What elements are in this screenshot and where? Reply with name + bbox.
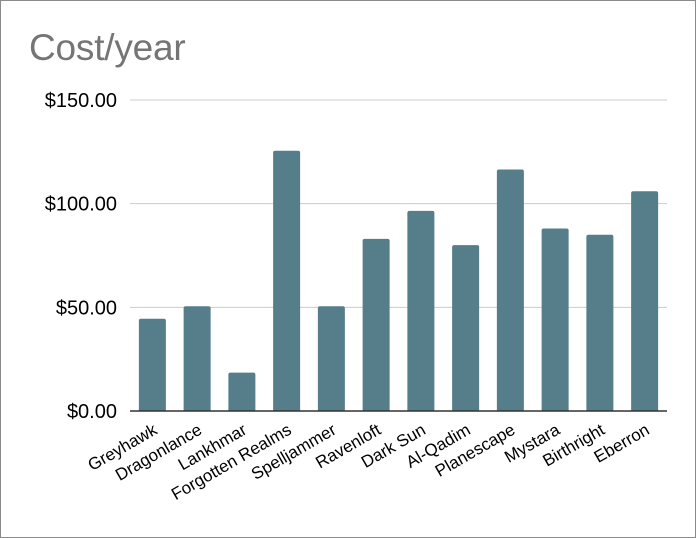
- bar: [407, 210, 435, 411]
- bar: [138, 318, 166, 411]
- y-tick-label: $50.00: [56, 297, 117, 319]
- bars: [138, 150, 659, 411]
- bar: [183, 306, 211, 411]
- y-tick-label: $0.00: [67, 401, 117, 423]
- y-axis-tick-labels: $0.00 $50.00 $100.00 $150.00: [45, 90, 117, 423]
- bar: [317, 306, 345, 411]
- bar: [452, 245, 480, 411]
- bar: [631, 191, 659, 411]
- gridlines: [130, 99, 667, 308]
- y-tick-label: $100.00: [45, 194, 117, 216]
- y-tick-label: $150.00: [45, 90, 117, 112]
- bar: [228, 372, 256, 411]
- bar: [586, 234, 614, 411]
- bar: [273, 150, 301, 411]
- bar: [496, 169, 524, 411]
- bar: [541, 228, 569, 411]
- chart-title: Cost/year: [29, 27, 186, 68]
- bar: [362, 238, 390, 411]
